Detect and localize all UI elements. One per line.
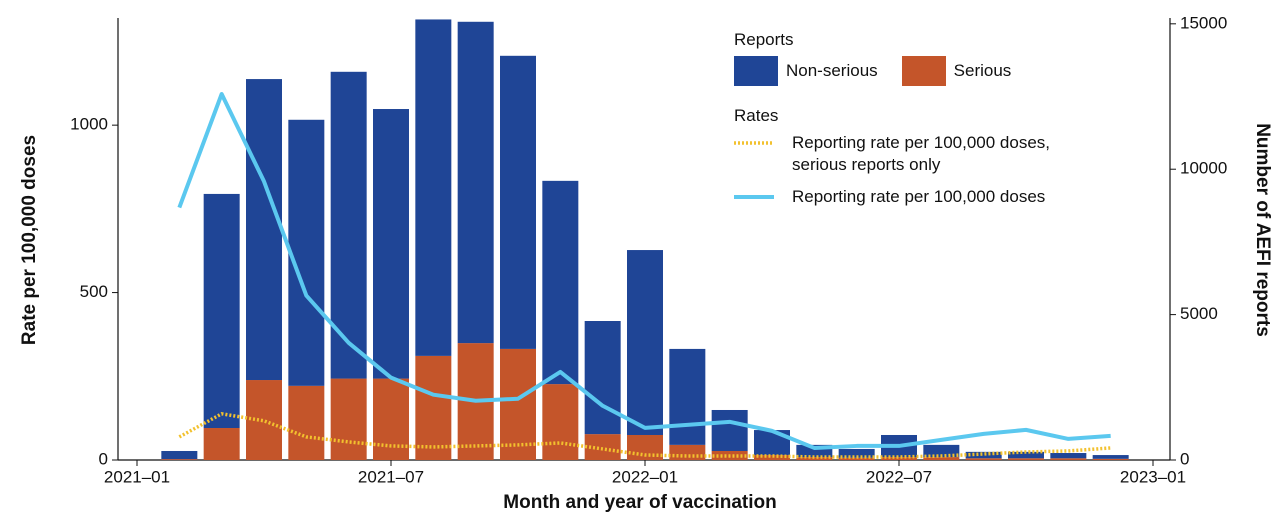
bar — [1008, 458, 1044, 460]
x-tick-label: 2021–07 — [358, 467, 424, 486]
bar — [669, 444, 706, 460]
legend-label: Non-serious — [786, 61, 878, 80]
bar — [881, 457, 917, 460]
bar — [838, 457, 875, 460]
bar — [415, 19, 452, 356]
bar — [288, 385, 325, 460]
bar — [1092, 458, 1129, 460]
rate-line — [177, 92, 1111, 450]
bar — [500, 348, 536, 460]
bar — [754, 455, 790, 460]
legend-swatch — [734, 56, 778, 86]
bar — [373, 109, 409, 379]
bar — [203, 428, 240, 460]
bar — [838, 448, 875, 458]
bar — [415, 355, 452, 460]
legend-title: Rates — [734, 106, 779, 125]
bar — [627, 250, 663, 435]
x-tick-label: 2022–01 — [612, 467, 678, 486]
bar — [500, 55, 536, 349]
y2-tick-label: 15000 — [1180, 13, 1227, 32]
bar — [457, 21, 494, 344]
y2-tick-label: 10000 — [1180, 159, 1227, 178]
legend-swatch — [901, 56, 946, 86]
bar — [1092, 455, 1129, 459]
bar — [330, 378, 367, 460]
bar — [373, 378, 409, 460]
bar — [203, 193, 240, 429]
legend-line-icon — [734, 195, 774, 199]
bar — [711, 409, 748, 451]
y2-axis-title: Number of AEFI reports — [1252, 123, 1273, 337]
bar — [542, 180, 579, 385]
bar — [669, 348, 706, 445]
bar — [288, 119, 325, 386]
bar — [1050, 453, 1087, 459]
y-tick-label: 500 — [80, 282, 108, 301]
x-axis-title: Month and year of vaccination — [503, 492, 776, 513]
legend-row: Reporting rate per 100,000 doses — [734, 186, 1082, 208]
y2-tick-label: 5000 — [1180, 304, 1218, 323]
x-tick-label: 2023–01 — [1120, 467, 1186, 486]
bar — [161, 450, 198, 460]
bar — [965, 451, 1002, 459]
y-tick-label: 0 — [99, 449, 108, 468]
x-tick-label: 2022–07 — [866, 467, 932, 486]
legend-label: Serious — [953, 61, 1012, 80]
legend-row: Non-serious Serious — [734, 56, 1082, 86]
bar — [330, 71, 367, 379]
bar — [246, 380, 282, 460]
legend-line-icon — [734, 141, 774, 145]
bar — [923, 457, 960, 460]
legend-label: Reporting rate per 100,000 doses — [792, 187, 1046, 206]
bar — [161, 459, 198, 460]
legend-label: Reporting rate per 100,000 doses, seriou… — [792, 133, 1051, 174]
legend-row: Reporting rate per 100,000 doses, seriou… — [734, 132, 1082, 176]
bar — [1050, 458, 1087, 460]
bar — [542, 384, 579, 460]
legend-title: Reports — [734, 30, 794, 49]
legend: Reports Non-serious Serious Rates Reporting … — [734, 30, 1082, 218]
y2-tick-label: 0 — [1180, 449, 1189, 468]
bar — [965, 458, 1002, 460]
y-axis-title: Rate per 100,000 doses — [19, 135, 40, 345]
bar — [1008, 451, 1044, 459]
rate-line — [178, 412, 1111, 459]
x-tick-label: 2021–01 — [104, 467, 170, 486]
bar — [246, 79, 282, 381]
bar — [584, 321, 621, 435]
y-tick-label: 1000 — [70, 115, 108, 134]
